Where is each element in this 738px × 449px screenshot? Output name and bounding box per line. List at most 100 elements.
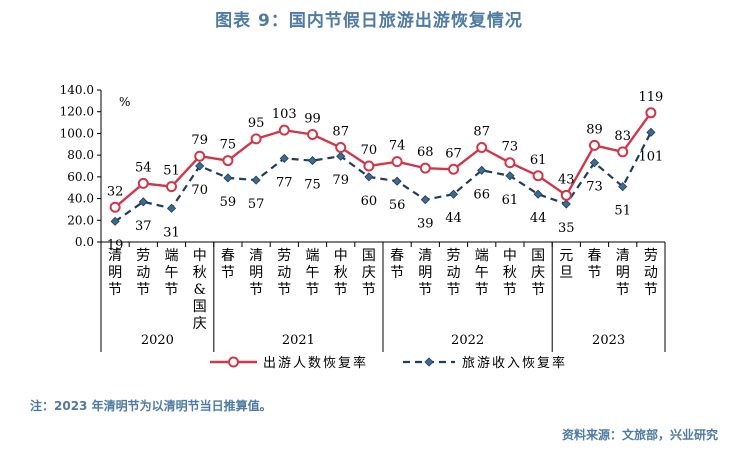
x-category-label: 明 (616, 265, 630, 281)
visitors-data-label: 73 (502, 140, 519, 155)
revenue-data-label: 75 (304, 178, 321, 193)
x-category-label: 节 (475, 282, 489, 298)
x-category-label: 秋 (193, 265, 207, 281)
x-category-label: 节 (644, 282, 658, 298)
x-category-label: 节 (306, 282, 320, 298)
footnote: 注：2023 年清明节为以清明节当日推算值。 (30, 399, 272, 413)
x-category-label: 节 (108, 282, 122, 298)
revenue-data-label: 66 (473, 187, 490, 202)
x-category-label: 节 (362, 282, 376, 298)
x-category-label: 明 (418, 265, 432, 281)
revenue-point (646, 127, 656, 137)
revenue-data-label: 44 (445, 211, 462, 226)
y-tick-label: 20.0 (67, 213, 94, 227)
revenue-point (251, 175, 261, 185)
y-unit-label: % (119, 95, 130, 109)
x-category-label: 春 (221, 248, 235, 264)
x-category-label: 节 (165, 282, 179, 298)
x-category-label: 清 (616, 248, 630, 264)
revenue-point (110, 216, 120, 226)
revenue-point (561, 199, 571, 209)
revenue-point (589, 158, 600, 168)
revenue-data-label: 35 (558, 221, 575, 236)
x-category-label: 明 (249, 265, 263, 281)
visitors-data-label: 83 (614, 129, 631, 144)
visitors-point (448, 163, 459, 175)
revenue-point (364, 172, 374, 182)
visitors-point (560, 189, 572, 201)
y-tick-label: 40.0 (67, 192, 94, 206)
x-category-label: 清 (249, 248, 263, 264)
x-category-label: 午 (306, 265, 320, 281)
x-category-label: 动 (136, 265, 150, 281)
x-category-label: 清 (108, 248, 122, 264)
visitors-data-label: 51 (163, 164, 180, 179)
visitors-point (222, 155, 234, 167)
revenue-point (195, 161, 205, 171)
x-category-label: 庆 (362, 265, 376, 281)
visitors-point (363, 160, 375, 172)
revenue-data-label: 79 (332, 173, 349, 188)
revenue-point (392, 176, 402, 186)
visitors-data-label: 70 (361, 143, 378, 158)
x-category-label: 端 (475, 248, 489, 264)
x-category-label: 节 (221, 265, 235, 281)
visitors-data-label: 43 (558, 172, 575, 187)
revenue-data-label: 37 (135, 219, 152, 234)
chart-title: 图表 9：国内节假日旅游出游恢复情况 (215, 11, 523, 31)
visitors-point (137, 177, 149, 189)
x-category-label: 节 (616, 282, 630, 298)
visitors-point (278, 124, 290, 136)
revenue-point (477, 165, 487, 175)
visitors-point (307, 129, 318, 141)
x-category-label: 国 (531, 248, 545, 264)
x-category-label: 午 (475, 265, 489, 281)
visitors-point (617, 146, 629, 158)
visitors-data-label: 95 (248, 116, 265, 131)
x-category-label: & (193, 282, 205, 298)
x-category-label: 动 (447, 265, 461, 281)
visitors-point (250, 133, 262, 145)
x-category-label: 节 (588, 265, 602, 281)
revenue-point (307, 156, 318, 166)
x-category-label: 劳 (447, 248, 461, 264)
x-category-label: 动 (644, 265, 658, 281)
x-category-label: 春 (390, 248, 404, 264)
x-category-label: 中 (503, 248, 517, 264)
y-tick-label: 100.0 (60, 126, 94, 140)
visitors-data-label: 103 (272, 107, 297, 122)
year-group-label: 2021 (282, 333, 315, 348)
x-category-label: 端 (306, 248, 320, 264)
x-category-label: 节 (531, 282, 545, 298)
revenue-point (138, 197, 148, 207)
revenue-data-label: 39 (417, 217, 434, 232)
revenue-data-label: 51 (614, 204, 631, 219)
visitors-point (335, 142, 347, 154)
x-category-label: 动 (277, 265, 291, 281)
x-category-label: 中 (193, 248, 207, 264)
revenue-data-label: 44 (530, 211, 547, 226)
visitors-point (391, 156, 403, 168)
visitors-data-label: 74 (389, 139, 406, 154)
y-tick-label: 80.0 (67, 148, 94, 162)
x-category-label: 清 (418, 248, 432, 264)
revenue-data-label: 101 (638, 149, 663, 164)
visitors-data-label: 75 (220, 138, 237, 153)
revenue-point (223, 173, 233, 183)
visitors-point (645, 107, 657, 119)
revenue-point (533, 189, 543, 199)
visitors-data-label: 68 (417, 145, 434, 160)
x-category-label: 劳 (277, 248, 291, 264)
x-category-label: 节 (390, 265, 404, 281)
x-category-label: 节 (277, 282, 291, 298)
visitors-point (504, 157, 516, 169)
visitors-data-label: 79 (191, 133, 208, 148)
x-category-label: 秋 (334, 265, 348, 281)
x-category-label: 庆 (531, 265, 545, 281)
visitors-point (476, 142, 488, 154)
y-tick-label: 140.0 (60, 83, 94, 97)
visitors-data-label: 119 (638, 90, 663, 105)
revenue-data-label: 31 (163, 225, 180, 240)
visitors-data-label: 61 (530, 153, 547, 168)
revenue-point (505, 171, 515, 181)
